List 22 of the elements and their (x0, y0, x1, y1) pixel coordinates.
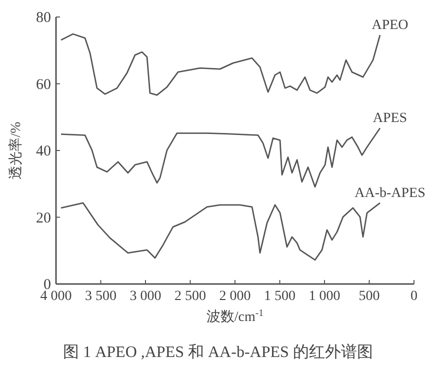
x-tick-label: 3 000 (130, 289, 162, 304)
line-series (60, 33, 381, 96)
x-tick-label: 0 (410, 289, 418, 304)
x-tick-label: 2 000 (219, 289, 251, 304)
y-tick-label: 40 (36, 144, 51, 160)
text: 图 1 APEO ,APES 和 AA-b-APES 的红外谱图 (63, 343, 373, 361)
x-tick-label: 500 (358, 289, 380, 304)
x-tick-label: 1 000 (308, 289, 340, 304)
series-label: APEO (372, 18, 408, 34)
y-axis-title: 透光率/% (8, 121, 24, 180)
x-tick-label: 1 500 (264, 289, 296, 304)
x-tick-label: 2 500 (174, 289, 206, 304)
y-tick-label: 20 (36, 210, 51, 226)
x-tick-label: 3 500 (85, 289, 116, 304)
x-axis-title: 波数/cm$^{-1}$ (206, 308, 264, 325)
series-label: AA-b-APES (354, 186, 426, 201)
line-series (60, 127, 381, 188)
line-series (60, 202, 381, 261)
y-tick-label: 80 (36, 10, 51, 26)
x-tick-label: 4 000 (40, 289, 72, 304)
series-label: APES (372, 111, 408, 126)
y-tick-label: 60 (36, 76, 51, 93)
